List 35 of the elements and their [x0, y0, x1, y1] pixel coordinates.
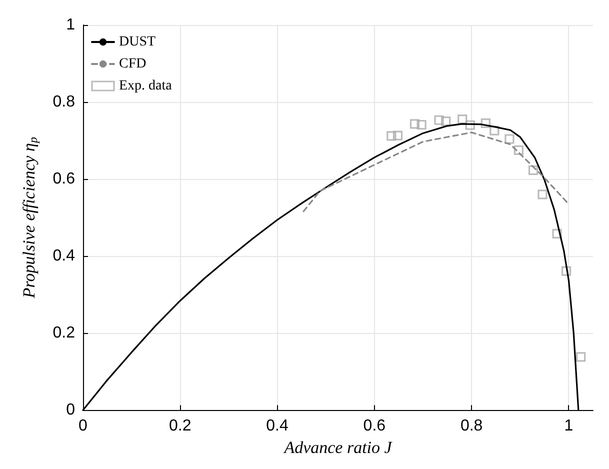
- y-axis-title: Propulsive efficiency ηp: [20, 137, 40, 300]
- point: [434, 115, 444, 125]
- point: [392, 130, 403, 140]
- y-tick-label: 1: [66, 16, 76, 34]
- point: [416, 120, 426, 130]
- point: [504, 134, 514, 144]
- legend-label: DUST: [119, 34, 156, 50]
- legend-label: CFD: [119, 56, 146, 72]
- y-tick-label: 0.2: [52, 324, 76, 342]
- point: [480, 118, 490, 128]
- x-tick-label: 0: [78, 418, 88, 435]
- x-tick-label: 0.6: [363, 418, 386, 435]
- x-tick-label: 0.2: [169, 418, 192, 435]
- line-series: [302, 132, 570, 212]
- point: [465, 120, 475, 130]
- x-tick-label: 0.4: [266, 418, 289, 435]
- point: [552, 228, 562, 239]
- y-tick-label: 0.4: [52, 248, 76, 265]
- point: [576, 352, 586, 362]
- y-tick-label: 0.6: [52, 170, 76, 188]
- point: [458, 114, 468, 124]
- point: [386, 131, 396, 141]
- point: [561, 266, 572, 276]
- point: [538, 190, 548, 200]
- x-tick-label: 1: [564, 418, 574, 435]
- point: [441, 116, 451, 126]
- point: [514, 145, 524, 155]
- point: [528, 165, 538, 175]
- point: [410, 119, 420, 129]
- legend-label: Exp. data: [119, 78, 173, 94]
- y-tick-label: 0: [66, 402, 76, 419]
- x-tick-label: 0.8: [460, 418, 483, 435]
- y-tick-label: 0.8: [52, 94, 76, 111]
- point: [490, 126, 500, 136]
- x-axis-title: Advance ratio J: [283, 438, 394, 457]
